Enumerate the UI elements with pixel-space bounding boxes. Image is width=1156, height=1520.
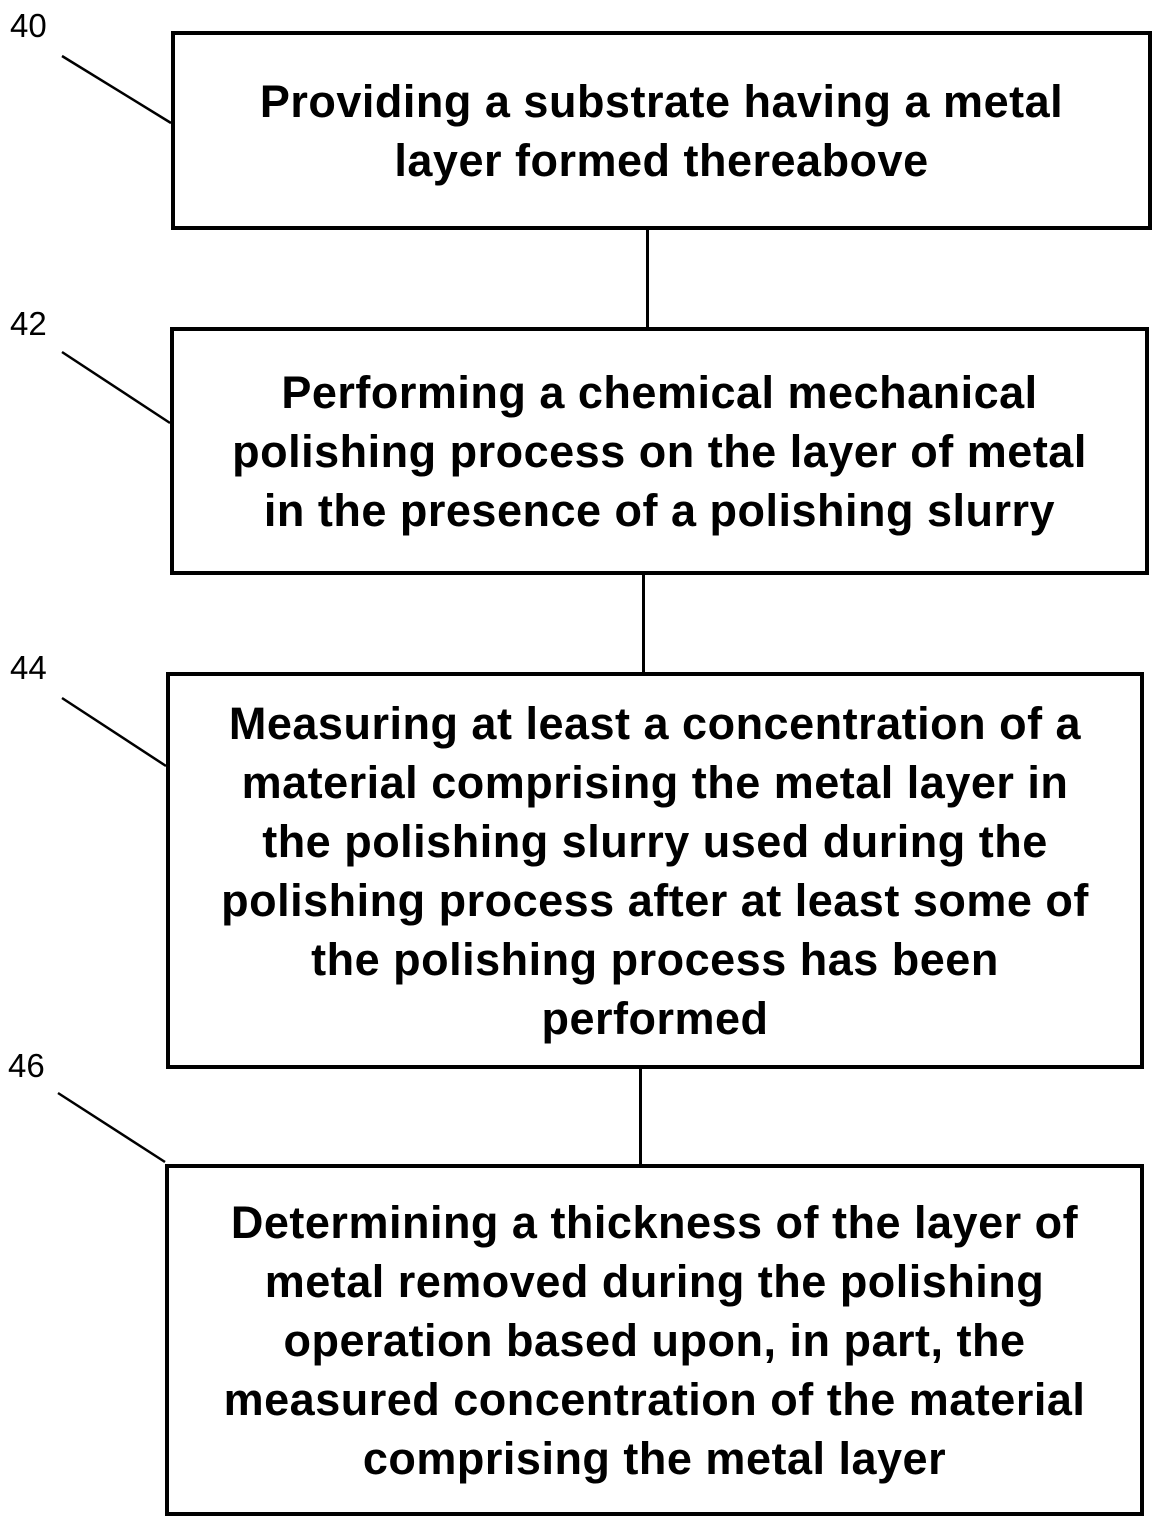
reference-label-42: 42 [10,306,47,342]
step-box-40: Providing a substrate having a metal lay… [171,31,1152,230]
connector-44-46 [639,1069,642,1164]
leader-line-40 [62,56,171,123]
connector-42-44 [642,575,645,672]
step-text-40: Providing a substrate having a metal lay… [260,72,1063,190]
leader-line-44 [62,698,166,766]
leader-line-46 [58,1093,165,1162]
reference-label-46: 46 [8,1048,45,1084]
step-text-42: Performing a chemical mechanical polishi… [232,363,1087,540]
step-box-42: Performing a chemical mechanical polishi… [170,327,1149,575]
step-text-44: Measuring at least a concentration of a … [221,694,1089,1048]
step-box-46: Determining a thickness of the layer of … [165,1164,1144,1516]
connector-40-42 [646,230,649,327]
reference-label-44: 44 [10,650,47,686]
step-text-46: Determining a thickness of the layer of … [224,1193,1086,1488]
leader-line-42 [62,352,170,423]
step-box-44: Measuring at least a concentration of a … [166,672,1144,1069]
reference-label-40: 40 [10,8,47,44]
